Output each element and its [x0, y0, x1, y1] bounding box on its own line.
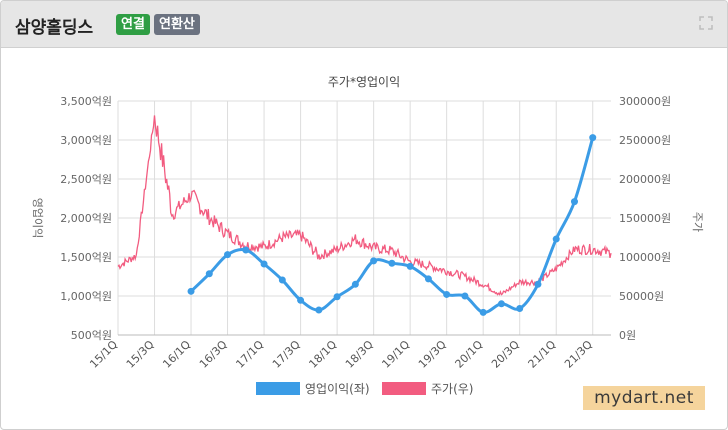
- y-right-tick-label: 50000원: [619, 290, 664, 303]
- operating-profit-point: [388, 259, 396, 267]
- legend-swatch-stock-price: [382, 382, 426, 395]
- company-title: 삼양홀딩스: [15, 18, 94, 38]
- y-right-tick-label: 150000원: [619, 212, 671, 225]
- legend-label-stock-price: 주가(우): [431, 382, 473, 396]
- x-tick-label: 16/1Q: [160, 338, 193, 371]
- operating-profit-point: [461, 292, 469, 300]
- x-tick-label: 17/3Q: [270, 338, 303, 371]
- legend-swatch-operating-profit: [256, 382, 300, 395]
- operating-profit-point: [552, 235, 560, 243]
- stock-price-line: [117, 115, 612, 296]
- operating-profit-point: [333, 293, 341, 301]
- operating-profit-point: [260, 260, 268, 268]
- operating-profit-point: [424, 275, 432, 283]
- x-tick-label: 19/1Q: [379, 338, 412, 371]
- operating-profit-point: [278, 276, 286, 284]
- expand-icon[interactable]: [699, 16, 713, 30]
- operating-profit-point: [297, 296, 305, 304]
- x-tick-label: 15/3Q: [124, 338, 157, 371]
- y-left-tick-label: 3,500억원: [60, 95, 112, 108]
- operating-profit-point: [479, 308, 487, 316]
- y-left-axis-title: 영업이익: [31, 198, 44, 238]
- x-tick-label: 21/1Q: [526, 338, 559, 371]
- operating-profit-point: [443, 290, 451, 298]
- operating-profit-point: [205, 270, 213, 278]
- x-tick-label: 19/3Q: [416, 338, 449, 371]
- y-left-tick-label: 500억원: [71, 329, 112, 342]
- annualized-badge[interactable]: 연환산: [154, 14, 200, 35]
- y-left-tick-label: 3,000억원: [60, 134, 112, 147]
- y-right-axis-title: 주가: [691, 212, 704, 232]
- legend-label-operating-profit: 영업이익(좌): [305, 382, 370, 396]
- y-right-tick-label: 300000원: [619, 95, 671, 108]
- operating-profit-point: [242, 246, 250, 254]
- operating-profit-point: [370, 257, 378, 265]
- x-tick-label: 20/1Q: [453, 338, 486, 371]
- operating-profit-point: [516, 304, 524, 312]
- x-tick-label: 18/1Q: [306, 338, 339, 371]
- y-right-tick-label: 100000원: [619, 251, 671, 264]
- x-tick-label: 17/1Q: [233, 338, 266, 371]
- x-tick-label: 18/3Q: [343, 338, 376, 371]
- x-tick-label: 20/3Q: [489, 338, 522, 371]
- operating-profit-point: [224, 251, 232, 259]
- operating-profit-point: [351, 280, 359, 288]
- operating-profit-point: [187, 287, 195, 295]
- x-tick-label: 21/3Q: [562, 338, 595, 371]
- operating-profit-point: [570, 198, 578, 206]
- chart-title: 주가*영업이익: [328, 75, 400, 89]
- y-left-tick-label: 2,500억원: [60, 173, 112, 186]
- y-right-tick-label: 200000원: [619, 173, 671, 186]
- y-left-tick-label: 1,000억원: [60, 290, 112, 303]
- y-left-tick-label: 2,000억원: [60, 212, 112, 225]
- y-left-tick-label: 1,500억원: [60, 251, 112, 264]
- operating-profit-point: [534, 280, 542, 288]
- y-right-tick-label: 0원: [619, 329, 636, 342]
- y-right-tick-label: 250000원: [619, 134, 671, 147]
- operating-profit-point: [589, 134, 597, 142]
- panel-header: 삼양홀딩스 연결 연환산: [1, 1, 727, 48]
- watermark: mydart.net: [583, 386, 705, 410]
- operating-profit-line: [190, 137, 595, 314]
- operating-profit-point: [315, 306, 323, 314]
- operating-profit-point: [497, 300, 505, 308]
- consolidated-badge[interactable]: 연결: [116, 14, 150, 35]
- x-tick-label: 15/1Q: [87, 338, 120, 371]
- x-tick-label: 16/3Q: [197, 338, 230, 371]
- operating-profit-point: [406, 262, 414, 270]
